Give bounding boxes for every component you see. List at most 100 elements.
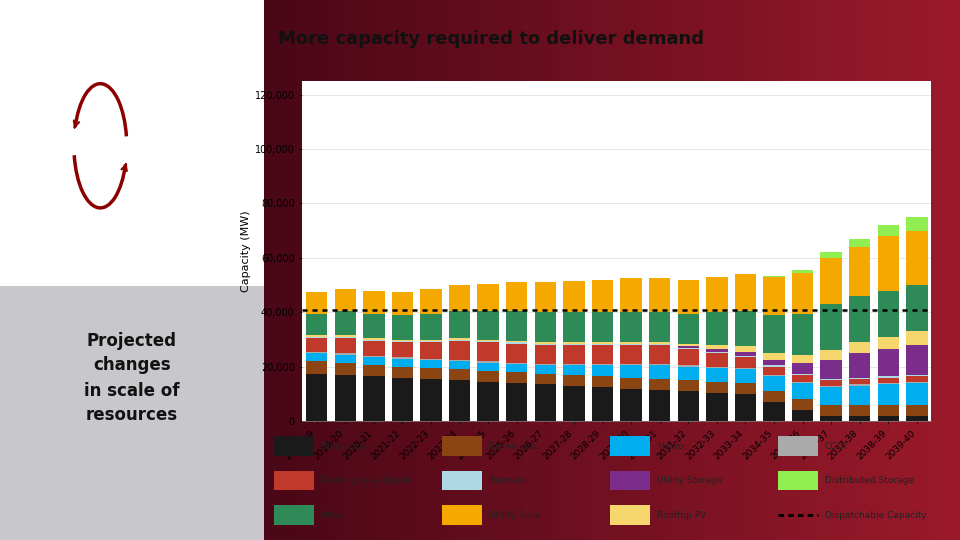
Bar bbox=[334, 311, 356, 335]
Bar bbox=[506, 311, 527, 341]
Bar bbox=[363, 340, 385, 341]
Bar bbox=[849, 379, 871, 384]
Bar bbox=[649, 366, 670, 379]
Bar bbox=[763, 277, 784, 315]
Bar bbox=[420, 342, 442, 359]
Bar bbox=[849, 405, 871, 416]
Bar bbox=[449, 285, 470, 311]
Bar bbox=[506, 364, 527, 372]
Bar bbox=[906, 375, 927, 376]
Bar bbox=[707, 382, 728, 393]
Bar bbox=[591, 343, 613, 345]
Bar bbox=[763, 392, 784, 402]
Bar bbox=[849, 384, 871, 386]
Bar bbox=[821, 253, 842, 258]
Bar bbox=[564, 342, 585, 343]
Bar bbox=[906, 382, 927, 383]
Bar bbox=[420, 341, 442, 342]
Bar bbox=[877, 337, 900, 349]
Bar bbox=[535, 312, 556, 342]
Bar bbox=[334, 355, 356, 363]
Bar bbox=[649, 312, 670, 342]
Bar bbox=[906, 416, 927, 421]
Bar bbox=[449, 380, 470, 421]
Bar bbox=[678, 349, 699, 366]
Bar bbox=[678, 314, 699, 343]
Bar bbox=[334, 338, 356, 353]
Bar bbox=[763, 367, 784, 375]
Bar bbox=[564, 281, 585, 312]
Bar bbox=[477, 311, 499, 340]
Bar bbox=[649, 278, 670, 312]
Bar bbox=[849, 386, 871, 405]
Bar bbox=[334, 353, 356, 355]
Bar bbox=[535, 282, 556, 312]
Bar bbox=[535, 374, 556, 384]
Bar bbox=[442, 505, 482, 525]
Bar bbox=[306, 337, 327, 338]
Bar bbox=[649, 364, 670, 366]
Bar bbox=[678, 346, 699, 348]
Bar bbox=[620, 342, 642, 343]
Bar bbox=[707, 368, 728, 382]
Bar bbox=[906, 332, 927, 345]
Bar bbox=[734, 369, 756, 383]
Bar bbox=[849, 416, 871, 421]
Bar bbox=[334, 335, 356, 337]
Bar bbox=[564, 312, 585, 342]
Bar bbox=[649, 342, 670, 343]
Bar bbox=[821, 258, 842, 304]
Text: Utility Solar: Utility Solar bbox=[489, 511, 541, 519]
Bar bbox=[306, 338, 327, 352]
Bar bbox=[442, 436, 482, 456]
Bar bbox=[610, 436, 650, 456]
Bar bbox=[906, 231, 927, 285]
Bar bbox=[392, 342, 413, 357]
Bar bbox=[678, 348, 699, 349]
Bar bbox=[821, 405, 842, 416]
Bar bbox=[506, 282, 527, 311]
Bar bbox=[707, 277, 728, 312]
Bar bbox=[506, 341, 527, 342]
Bar bbox=[877, 384, 900, 405]
Bar bbox=[564, 343, 585, 345]
Text: Rooftop PV: Rooftop PV bbox=[657, 511, 706, 519]
Bar bbox=[821, 380, 842, 386]
Bar bbox=[877, 225, 900, 236]
Bar bbox=[778, 471, 818, 490]
Bar bbox=[763, 402, 784, 421]
Text: Biomass: Biomass bbox=[489, 476, 526, 485]
Bar bbox=[707, 393, 728, 421]
Bar bbox=[792, 410, 813, 421]
Bar bbox=[591, 312, 613, 342]
Bar bbox=[734, 274, 756, 311]
Bar bbox=[535, 343, 556, 345]
Bar bbox=[591, 366, 613, 376]
Bar bbox=[763, 353, 784, 360]
Bar bbox=[363, 291, 385, 314]
Bar bbox=[821, 379, 842, 380]
Bar bbox=[906, 285, 927, 332]
Bar bbox=[306, 335, 327, 337]
Bar bbox=[778, 436, 818, 456]
Bar bbox=[591, 280, 613, 312]
Bar bbox=[678, 392, 699, 421]
Bar bbox=[792, 400, 813, 410]
Bar bbox=[821, 304, 842, 350]
Bar bbox=[792, 374, 813, 375]
Bar bbox=[392, 292, 413, 315]
Bar bbox=[477, 361, 499, 363]
Bar bbox=[821, 350, 842, 360]
Text: Dispatchable Capacity: Dispatchable Capacity bbox=[825, 511, 926, 519]
Bar bbox=[564, 375, 585, 386]
Bar bbox=[506, 342, 527, 343]
Bar bbox=[707, 352, 728, 353]
Bar bbox=[535, 364, 556, 366]
Bar bbox=[734, 368, 756, 369]
Bar bbox=[392, 357, 413, 359]
Bar bbox=[610, 471, 650, 490]
Bar bbox=[363, 338, 385, 340]
Bar bbox=[506, 343, 527, 363]
Text: CCGT: CCGT bbox=[825, 442, 850, 450]
Text: Projected
changes
in scale of
resources: Projected changes in scale of resources bbox=[84, 332, 180, 424]
